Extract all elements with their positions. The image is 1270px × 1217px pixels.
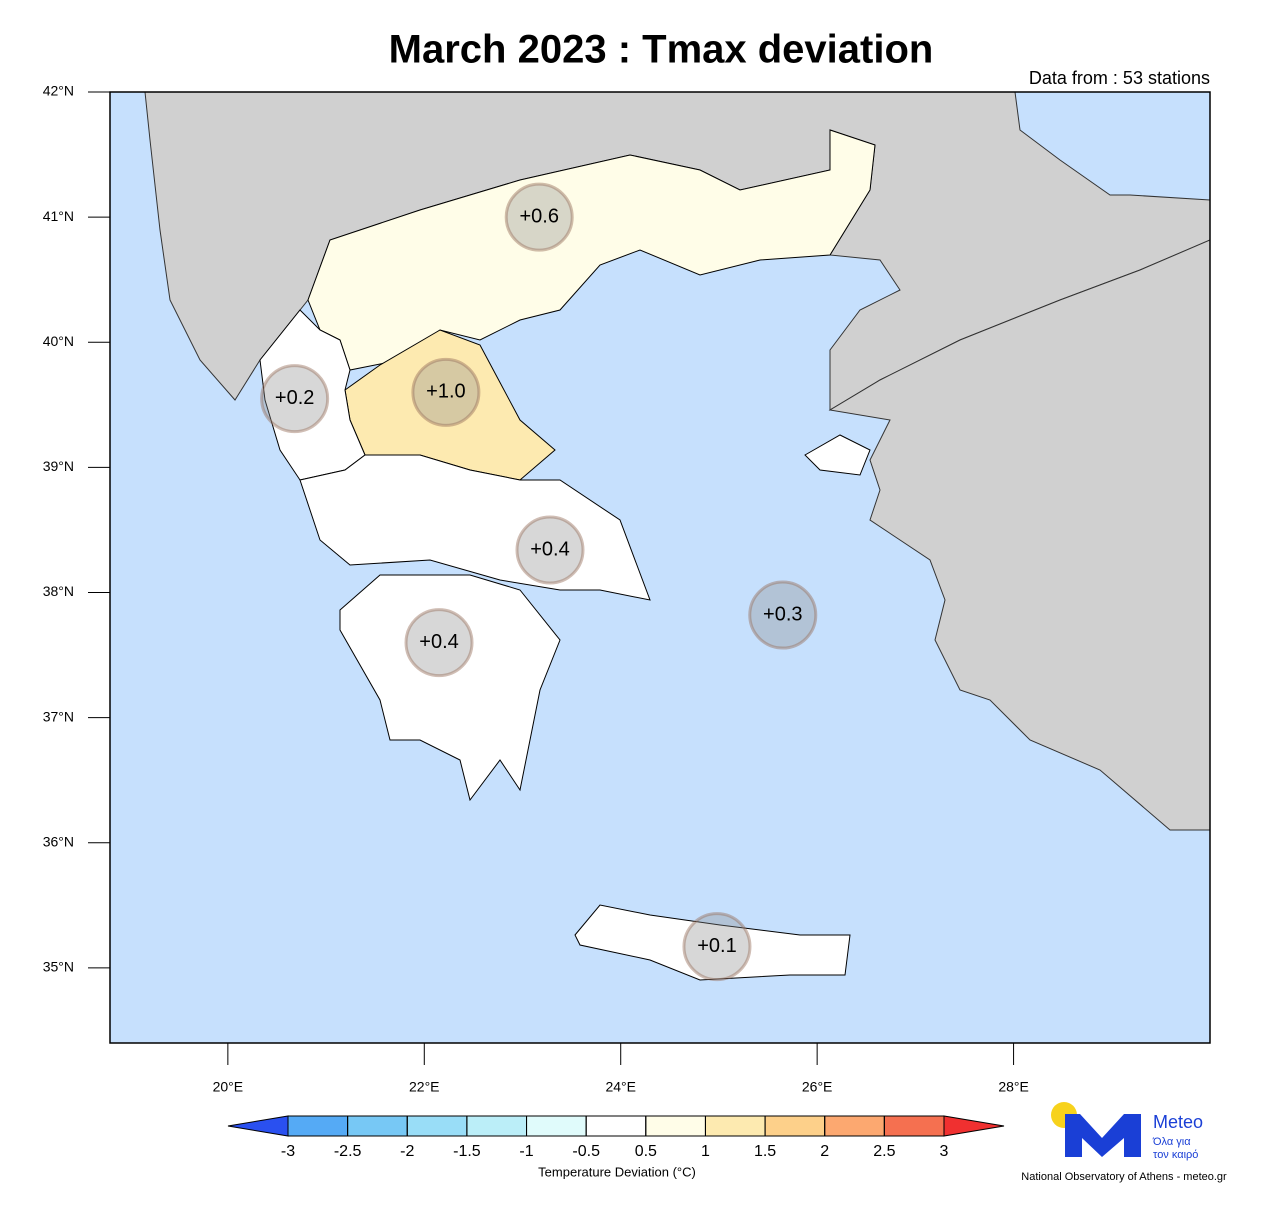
station-circle [682,912,752,982]
colorbar-tick-label: -3 [281,1143,295,1160]
colorbar-label: Temperature Deviation (°C) [538,1164,696,1179]
station-label: +1.0 [426,381,465,403]
station-circle [411,357,481,427]
colorbar-segment [764,1115,826,1137]
colorbar-segment [287,1115,349,1137]
colorbar-tick-label: 3 [940,1143,949,1160]
lon-tick-label: 26°E [802,1079,833,1095]
station-label: +0.4 [530,538,569,560]
colorbar-segment [704,1115,766,1137]
lat-tick-label: 39°N [43,458,74,474]
station-label: +0.6 [519,205,558,227]
turkey [828,239,1210,831]
lat-tick-label: 41°N [43,208,74,224]
lat-tick-label: 38°N [43,583,74,599]
lat-tick-label: 42°N [43,83,74,99]
lat-tick-label: 35°N [43,959,74,975]
colorbar-tick-label: -0.5 [572,1143,600,1160]
station-label: +0.2 [275,387,314,409]
colorbar-arrow [227,1115,289,1137]
colorbar-tick-label: -2.5 [334,1143,362,1160]
logo: Meteo Όλα για τον καιρό National Observa… [1021,1102,1227,1183]
station-label: +0.4 [419,631,458,653]
colorbar-tick-label: -1 [519,1143,533,1160]
logo-tagline: τον καιρό [1153,1149,1198,1161]
lon-tick-label: 20°E [213,1079,244,1095]
lon-tick-label: 28°E [998,1079,1029,1095]
logo-name: Meteo [1153,1112,1203,1132]
colorbar-tick-label: -1.5 [453,1143,481,1160]
colorbar-tick-label: 1 [701,1143,710,1160]
region [339,574,561,802]
colorbar-segment [406,1115,468,1137]
station-label: +0.1 [697,935,736,957]
title: March 2023 : Tmax deviation [389,28,934,72]
map-area [110,92,1210,1043]
colorbar-tick-label: 0.5 [635,1143,657,1160]
colorbar-arrow [943,1115,1005,1137]
colorbar-tick-label: 1.5 [754,1143,776,1160]
lat-tick-label: 40°N [43,333,74,349]
colorbar-segment [526,1115,587,1137]
station-label: +0.3 [763,603,802,625]
colorbar-segment [585,1115,647,1137]
colorbar-segment [824,1115,885,1137]
lat-tick-label: 36°N [43,833,74,849]
region [299,454,651,601]
station-circle [404,608,474,678]
station-circle [515,515,585,585]
lon-tick-label: 24°E [605,1079,636,1095]
colorbar-tick-label: 2 [820,1143,829,1160]
credit: National Observatory of Athens - meteo.g… [1021,1171,1227,1183]
colorbar-segment [466,1115,528,1137]
station-circle [504,182,574,252]
station-circle [260,364,330,434]
lat-tick-label: 37°N [43,708,74,724]
colorbar-segment [347,1115,408,1137]
colorbar-tick-label: 2.5 [873,1143,895,1160]
colorbar-segment [645,1115,706,1137]
region [574,904,851,981]
lon-tick-label: 22°E [409,1079,440,1095]
logo-tagline: Όλα για [1152,1136,1191,1148]
region [259,309,366,481]
colorbar-segment [883,1115,945,1137]
region [804,434,871,476]
station-circle [748,580,818,650]
map-frame [109,91,1211,1044]
colorbar-tick-label: -2 [400,1143,414,1160]
logo-m [1065,1114,1141,1157]
subtitle: Data from : 53 stations [1029,68,1210,88]
